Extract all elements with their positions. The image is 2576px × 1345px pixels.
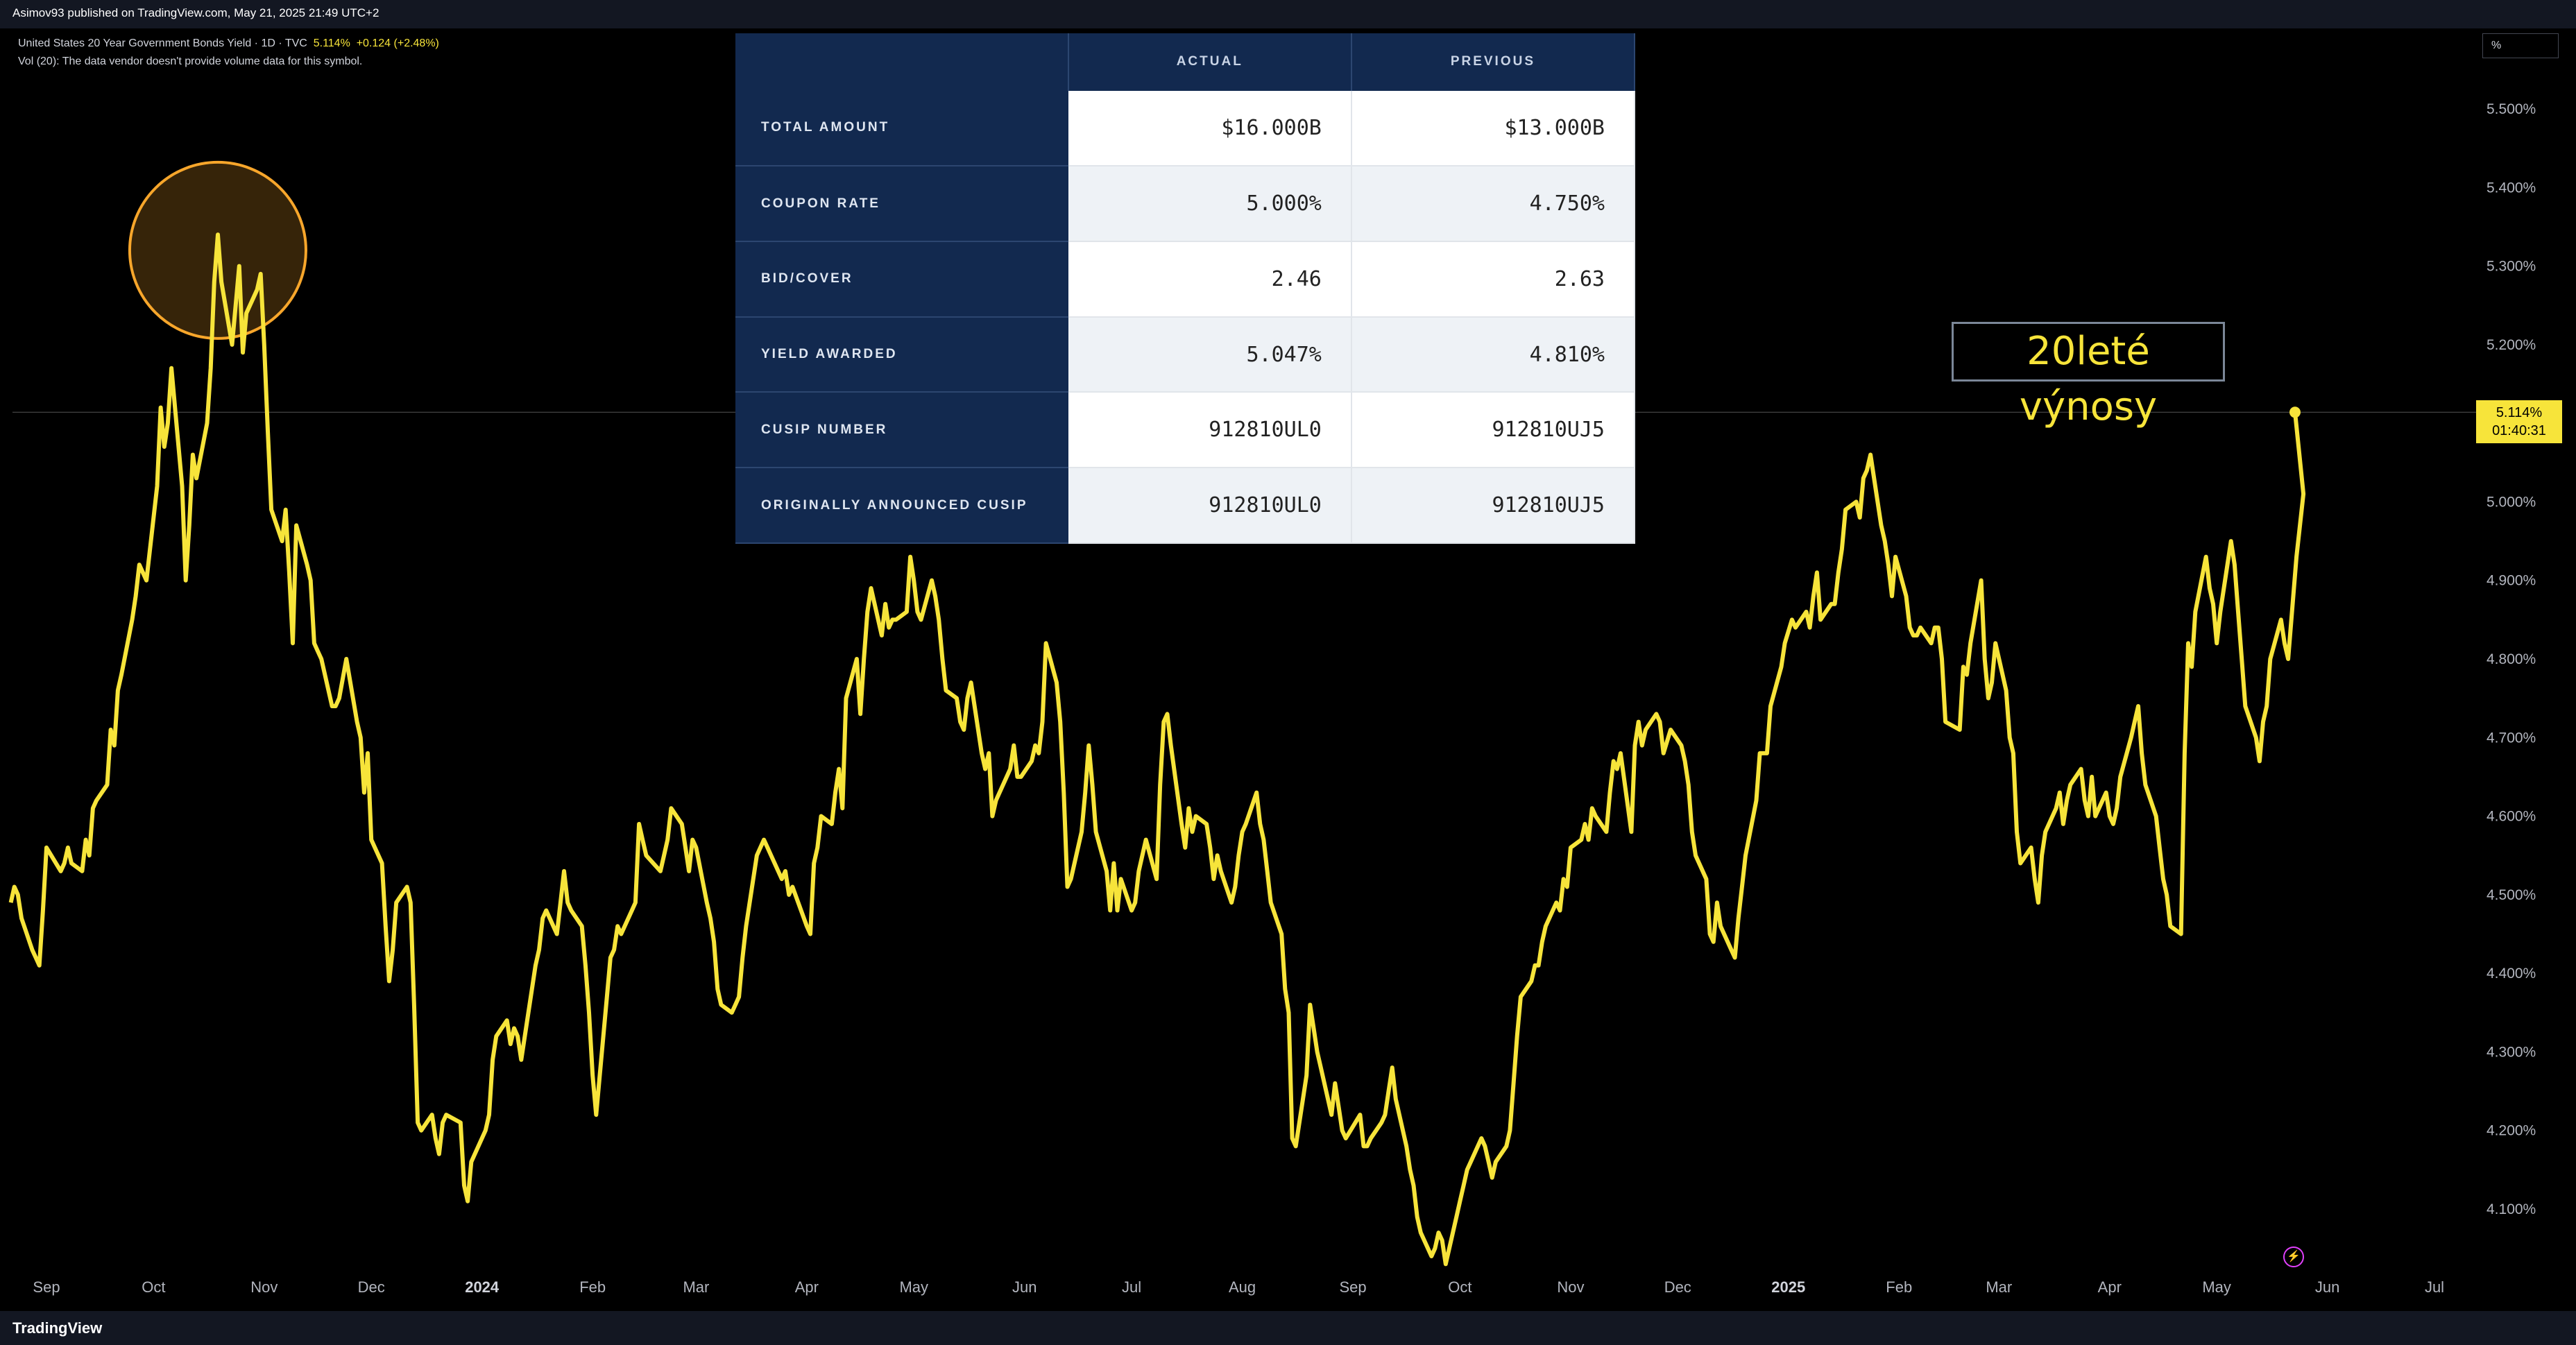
x-tick-label: Sep [1339,1278,1366,1296]
x-tick-label: Nov [1557,1278,1584,1296]
previous-cell: 912810UJ5 [1351,468,1636,544]
x-tick-label: Sep [33,1278,60,1296]
header-previous: PREVIOUS [1351,33,1636,91]
annotation-label[interactable]: 20leté výnosy [1952,322,2225,429]
x-tick-label: Nov [250,1278,278,1296]
table-header-row: ACTUAL PREVIOUS [735,33,1636,91]
previous-cell: 2.63 [1351,241,1636,318]
yield-series-line [8,232,2306,1267]
x-tick-label: Jun [2315,1278,2339,1296]
x-tick-label: Jul [1122,1278,1141,1296]
previous-cell: 912810UJ5 [1351,392,1636,469]
symbol-legend: United States 20 Year Government Bonds Y… [18,37,439,50]
volume-note: Vol (20): The data vendor doesn't provid… [18,55,363,67]
y-tick-label: 4.200% [2487,1123,2536,1139]
x-tick-label: Feb [579,1278,606,1296]
last-price-label: 5.114% 01:40:31 [2476,400,2562,443]
actual-cell: 912810UL0 [1068,392,1352,469]
header-blank [735,33,1069,91]
price-tag-value: 5.114% [2496,405,2543,420]
row-label: TOTAL AMOUNT [735,90,1068,167]
published-note: Asimov93 published on TradingView.com, M… [12,6,379,19]
x-tick-label: Apr [2098,1278,2122,1296]
x-tick-label: 2024 [465,1278,500,1296]
x-tick-label: Oct [142,1278,165,1296]
x-tick-label: Aug [1229,1278,1256,1296]
x-tick-label: Oct [1448,1278,1472,1296]
x-tick-label: Jul [2425,1278,2444,1296]
y-tick-label: 4.400% [2487,966,2536,982]
price-axis[interactable]: 5.500%5.400%5.300%5.200%5.100%5.000%4.90… [2487,101,2536,1217]
x-tick-label: Mar [1986,1278,2012,1296]
y-tick-label: 5.400% [2487,180,2536,196]
change-value: +0.124 (+2.48%) [356,37,439,49]
y-tick-label: 4.300% [2487,1044,2536,1060]
y-tick-label: 5.200% [2487,337,2536,353]
percent-scale-button[interactable]: % [2482,33,2559,58]
row-label: CUSIP NUMBER [735,392,1068,469]
y-tick-label: 5.500% [2487,101,2536,117]
x-tick-label: Apr [795,1278,819,1296]
x-tick-label: Mar [683,1278,709,1296]
row-label: COUPON RATE [735,166,1068,243]
actual-cell: 5.000% [1068,166,1352,243]
x-tick-label: Dec [358,1278,385,1296]
table-row: COUPON RATE 5.000% 4.750% [735,166,1636,243]
x-tick-label: Dec [1664,1278,1691,1296]
x-tick-label: May [2202,1278,2231,1296]
row-label: BID/COVER [735,241,1068,318]
auction-results-table: ACTUAL PREVIOUS TOTAL AMOUNT $16.000B $1… [735,33,1636,544]
table-row: YIELD AWARDED 5.047% 4.810% [735,316,1636,393]
time-axis[interactable]: Sep Oct Nov Dec 2024 Feb Mar Apr May Jun Jul Aug Sep… [33,1278,2444,1296]
footer-bar: TradingView [0,1311,2576,1345]
table-row: TOTAL AMOUNT $16.000B $13.000B [735,90,1636,167]
y-tick-label: 4.700% [2487,730,2536,746]
y-tick-label: 4.100% [2487,1201,2536,1217]
table-row: ORIGINALLY ANNOUNCED CUSIP 912810UL0 912… [735,468,1636,544]
header-actual: ACTUAL [1068,33,1352,91]
previous-cell: 4.750% [1351,166,1636,243]
y-tick-label: 4.900% [2487,573,2536,589]
last-point-dot [2289,406,2301,418]
y-tick-label: 5.300% [2487,259,2536,275]
symbol-line[interactable]: United States 20 Year Government Bonds Y… [18,37,307,49]
actual-cell: 2.46 [1068,241,1352,318]
previous-cell: 4.810% [1351,316,1636,393]
last-value: 5.114% [313,37,350,49]
x-tick-label: Feb [1886,1278,1912,1296]
x-tick-label: Jun [1012,1278,1037,1296]
previous-cell: $13.000B [1351,90,1636,167]
actual-cell: $16.000B [1068,90,1352,167]
actual-cell: 5.047% [1068,316,1352,393]
y-tick-label: 5.000% [2487,494,2536,510]
x-tick-label: 2025 [1771,1278,1805,1296]
y-tick-label: 4.500% [2487,887,2536,903]
price-tag-countdown: 01:40:31 [2492,423,2546,438]
actual-cell: 912810UL0 [1068,468,1352,544]
top-bar: Asimov93 published on TradingView.com, M… [0,0,2576,28]
row-label: YIELD AWARDED [735,316,1068,393]
row-label: ORIGINALLY ANNOUNCED CUSIP [735,468,1068,544]
lightning-icon[interactable]: ⚡ [2283,1247,2304,1267]
y-tick-label: 4.600% [2487,809,2536,825]
tradingview-logo[interactable]: TradingView [12,1319,103,1337]
table-row: BID/COVER 2.46 2.63 [735,241,1636,318]
y-tick-label: 4.800% [2487,651,2536,667]
x-tick-label: May [899,1278,928,1296]
table-row: CUSIP NUMBER 912810UL0 912810UJ5 [735,392,1636,469]
